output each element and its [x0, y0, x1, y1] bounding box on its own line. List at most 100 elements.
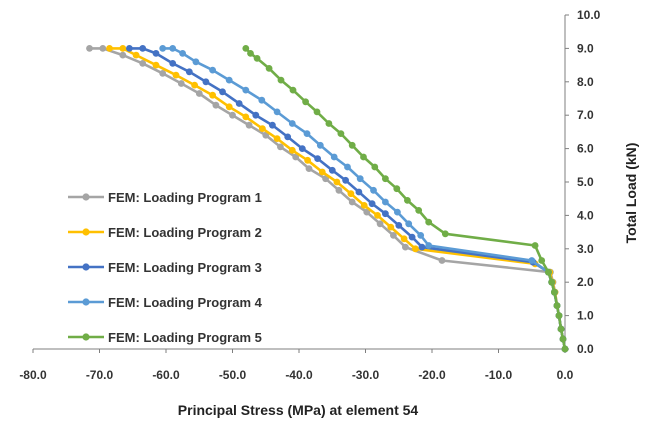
data-point — [235, 100, 243, 107]
data-point — [314, 155, 321, 163]
y-tick-label: 2.0 — [577, 275, 594, 289]
data-point — [298, 145, 306, 153]
data-point — [288, 146, 296, 154]
data-point — [551, 288, 558, 296]
legend: FEM: Loading Program 1 FEM: Loading Progr… — [68, 190, 263, 345]
data-point — [425, 218, 433, 226]
data-point — [553, 302, 561, 309]
data-point — [305, 165, 313, 173]
x-tick-label: -80.0 — [19, 368, 47, 382]
data-point — [355, 188, 363, 196]
data-point — [390, 232, 397, 239]
data-point — [125, 45, 133, 52]
data-point — [152, 50, 160, 57]
data-point — [425, 242, 433, 249]
data-point — [225, 76, 233, 84]
y-tick-label: 9.0 — [577, 41, 594, 55]
legend-label: FEM: Loading Program 1 — [108, 190, 262, 205]
data-point — [561, 345, 569, 353]
data-point — [337, 130, 345, 138]
data-point — [405, 220, 413, 228]
series-5 — [242, 45, 569, 353]
data-point — [191, 81, 199, 89]
data-point — [229, 111, 236, 119]
data-point — [342, 176, 349, 184]
legend-item: FEM: Loading Program 1 — [68, 190, 262, 205]
data-point — [382, 198, 389, 206]
legend-swatch-marker — [82, 333, 90, 341]
data-point — [408, 233, 416, 241]
data-point — [119, 51, 127, 59]
data-point — [360, 153, 367, 161]
data-point — [277, 76, 285, 84]
legend-item: FEM: Loading Program 5 — [68, 330, 262, 345]
data-point — [132, 51, 140, 59]
data-point — [242, 45, 250, 52]
data-point — [106, 45, 113, 52]
data-point — [394, 208, 401, 216]
data-point — [172, 71, 180, 79]
data-point — [169, 45, 177, 52]
data-point — [99, 45, 107, 52]
data-point — [438, 257, 446, 264]
data-point — [265, 65, 273, 72]
data-point — [245, 121, 253, 129]
data-point — [242, 86, 250, 94]
data-point — [418, 243, 426, 251]
data-point — [273, 108, 281, 116]
data-point — [441, 230, 449, 238]
x-tick-label: -70.0 — [86, 368, 114, 382]
data-point — [559, 335, 567, 343]
data-point — [284, 133, 292, 141]
legend-item: FEM: Loading Program 4 — [68, 295, 263, 310]
data-point — [371, 163, 379, 171]
x-axis-title: Principal Stress (MPa) at element 54 — [178, 402, 419, 418]
data-point — [209, 91, 217, 99]
data-point — [119, 45, 127, 52]
y-axis-title: Total Load (kN) — [623, 143, 639, 244]
data-point — [139, 45, 147, 52]
data-point — [360, 202, 368, 209]
data-point — [179, 50, 187, 57]
data-point — [259, 125, 266, 132]
x-tick-label: -60.0 — [152, 368, 180, 382]
data-point — [348, 141, 356, 149]
data-point — [139, 60, 147, 67]
data-point — [548, 278, 556, 286]
data-point — [368, 200, 376, 208]
data-point — [209, 66, 217, 74]
data-point — [382, 210, 389, 218]
x-tick-label: -30.0 — [352, 368, 380, 382]
data-point — [404, 197, 411, 204]
y-tick-label: 7.0 — [577, 108, 594, 122]
legend-label: FEM: Loading Program 3 — [108, 260, 262, 275]
data-point — [247, 50, 254, 57]
data-point — [318, 168, 326, 176]
legend-swatch-marker — [82, 228, 90, 236]
data-point — [344, 163, 351, 171]
data-point — [415, 207, 423, 214]
x-tick-label: -10.0 — [485, 368, 513, 382]
series-layer — [86, 45, 569, 353]
data-point — [402, 243, 409, 251]
data-point — [382, 175, 389, 183]
data-point — [335, 186, 343, 194]
data-point — [555, 312, 563, 319]
data-point — [400, 235, 408, 243]
data-point — [192, 58, 200, 66]
y-tick-label: 10.0 — [577, 8, 601, 22]
y-tick-label: 3.0 — [577, 242, 594, 256]
y-tick-label: 6.0 — [577, 142, 594, 156]
data-point — [277, 143, 284, 151]
y-tick-label: 5.0 — [577, 175, 594, 189]
data-point — [528, 257, 536, 264]
data-point — [303, 130, 311, 138]
data-point — [412, 245, 419, 253]
legend-swatch-marker — [82, 263, 90, 271]
data-point — [219, 88, 226, 96]
data-point — [258, 96, 266, 104]
data-point — [393, 185, 401, 193]
x-tick-label: -50.0 — [219, 368, 247, 382]
data-point — [152, 61, 160, 69]
